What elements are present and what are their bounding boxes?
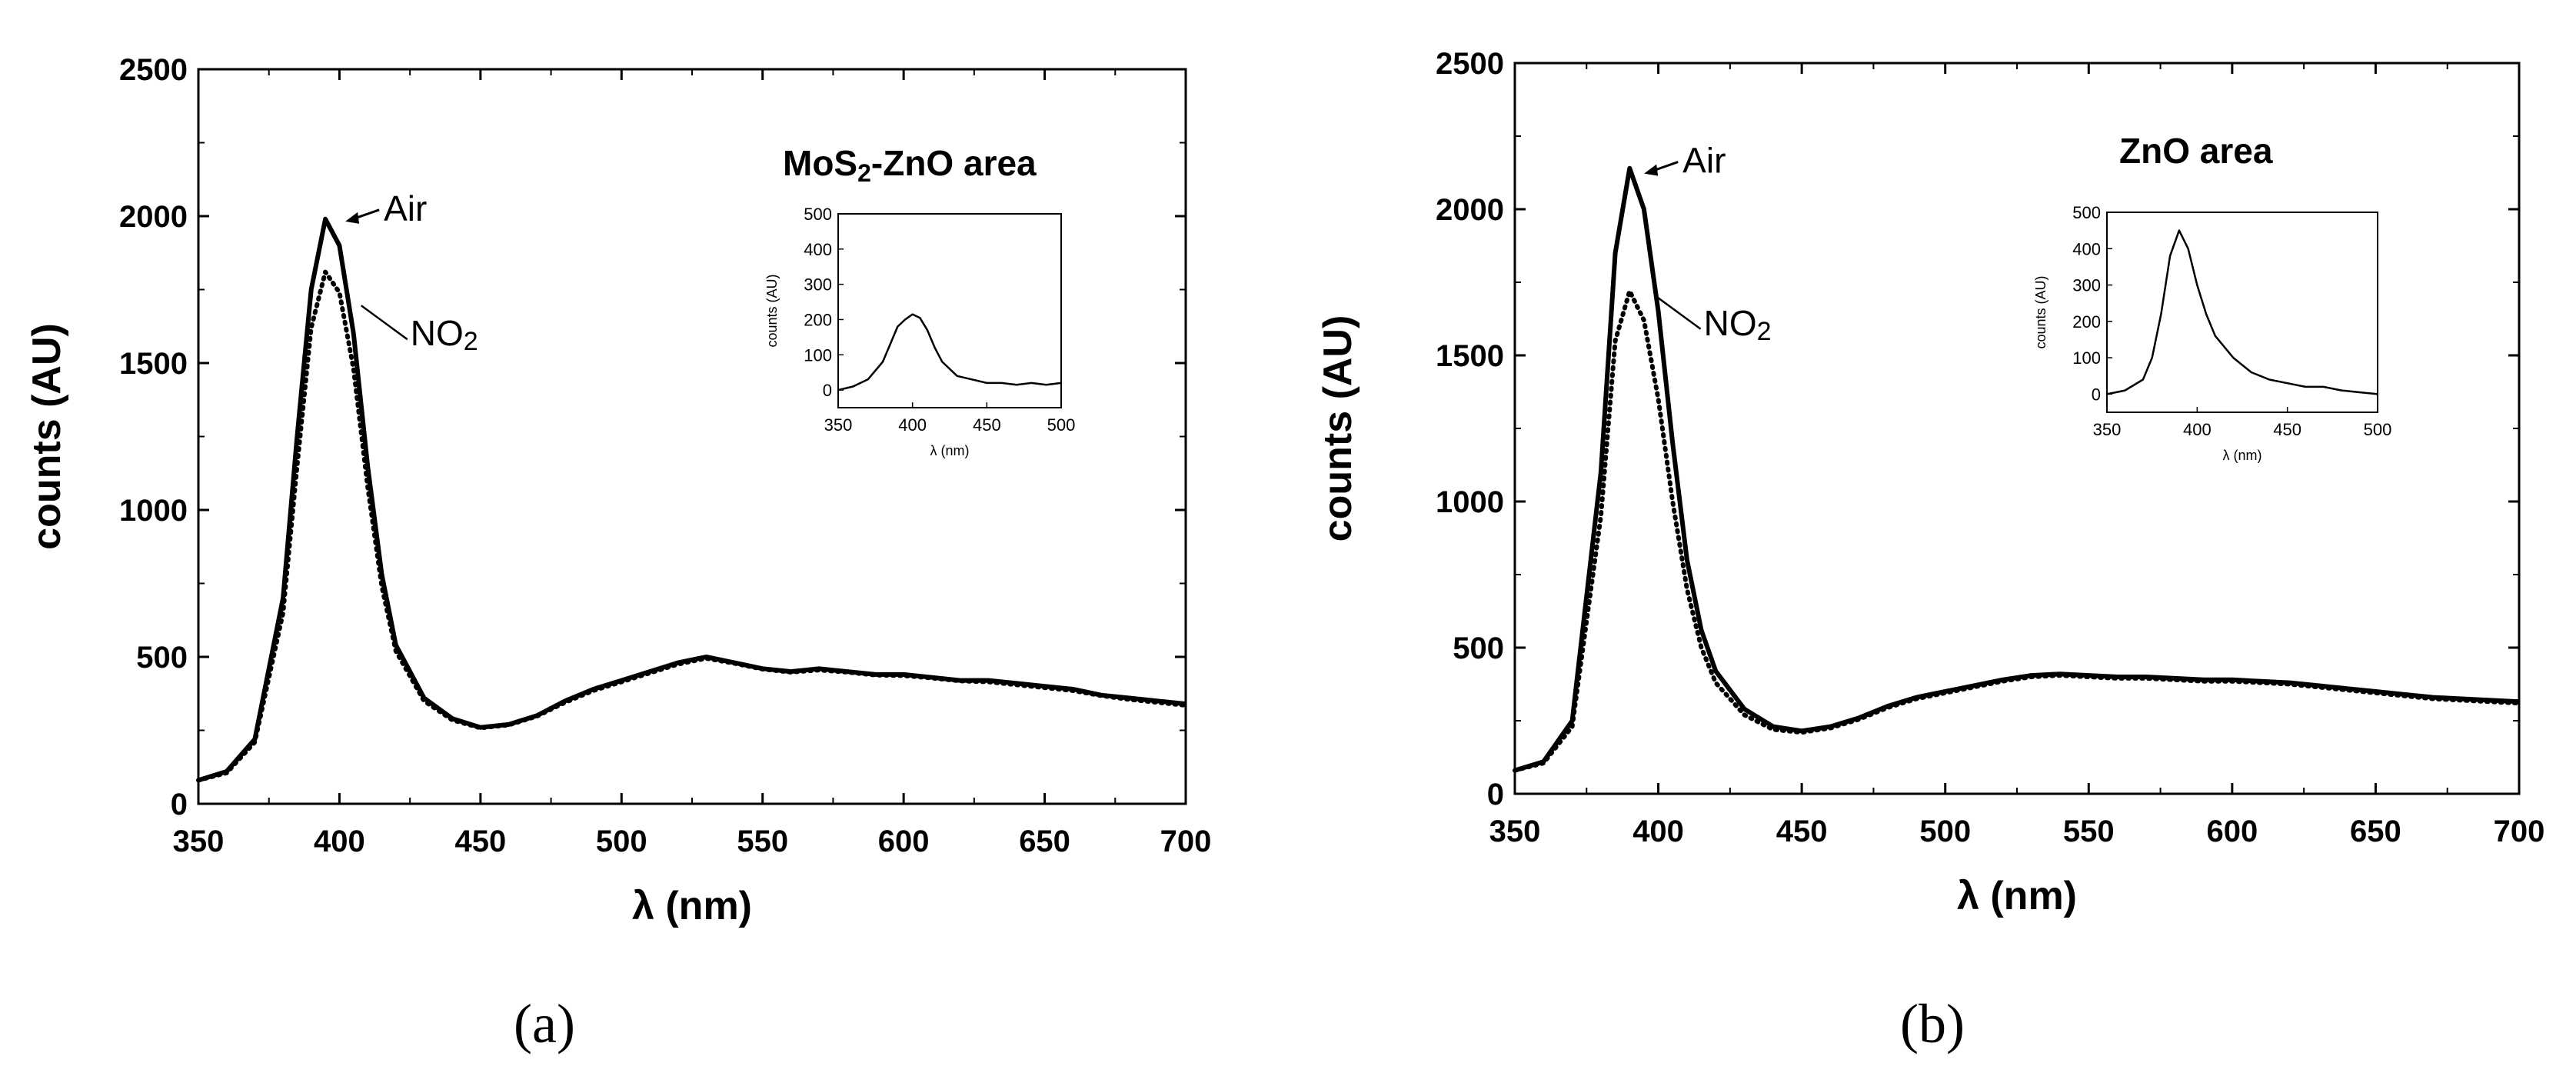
y-tick-label: 500 — [136, 641, 188, 675]
annotation-arrowhead — [1644, 164, 1659, 176]
y-tick-label: 2000 — [119, 200, 188, 234]
x-axis-title: λ (nm) — [1957, 874, 2077, 918]
inset-x-tick-label: 500 — [2364, 420, 2392, 439]
inset-y-tick-label: 200 — [2072, 312, 2101, 332]
annotation-pointer — [361, 305, 408, 341]
x-tick-label: 600 — [2206, 815, 2258, 848]
x-tick-label: 350 — [1489, 815, 1541, 848]
inset-frame — [2106, 212, 2378, 413]
x-tick-label: 450 — [454, 825, 506, 858]
series-no2 — [196, 269, 1188, 783]
y-axis-title: counts (AU) — [25, 323, 69, 550]
inset-y-tick-label: 100 — [2072, 348, 2101, 368]
plot-frame — [197, 68, 1187, 805]
x-tick-label: 650 — [2350, 815, 2401, 848]
inset-y-tick-label: 400 — [2072, 239, 2101, 258]
y-tick-label: 2500 — [119, 53, 188, 87]
y-tick-label: 0 — [171, 788, 188, 821]
inset-x-tick-label: 450 — [2273, 420, 2301, 439]
panel-title: MoS2-ZnO area — [783, 143, 1037, 187]
inset-y-tick-label: 0 — [2092, 385, 2101, 404]
x-tick-label: 500 — [1919, 815, 1971, 848]
inset-y-axis-title: counts (AU) — [764, 274, 780, 347]
annotation-air: Air — [1682, 141, 1726, 181]
inset: 350 400 450 500 0 100 200 300 400 500 λ (nm) counts… — [2033, 203, 2391, 463]
inset-frame — [837, 213, 1062, 408]
inset-series — [2106, 229, 2378, 395]
x-tick-label: 700 — [2494, 815, 2545, 848]
inset-x-axis-title: λ (nm) — [2223, 448, 2262, 463]
inset-x-tick-label: 400 — [2183, 420, 2212, 439]
x-tick-label: 550 — [2063, 815, 2115, 848]
x-tick-label: 400 — [314, 825, 365, 858]
y-tick-label: 2500 — [1436, 47, 1504, 81]
inset-y-tick-label: 300 — [2072, 276, 2101, 295]
y-tick-label: 1500 — [1436, 339, 1504, 373]
inset-y-tick-label: 500 — [2072, 203, 2101, 222]
y-tick-label: 500 — [1453, 631, 1504, 665]
inset-y-tick-label: 400 — [804, 240, 832, 259]
inset-x-tick-label: 350 — [2093, 420, 2122, 439]
x-tick-label: 450 — [1776, 815, 1828, 848]
inset-x-tick-label: 450 — [973, 415, 1001, 435]
x-tick-label: 600 — [878, 825, 930, 858]
panel-caption: (b) — [1900, 993, 1965, 1055]
panel-title: ZnO area — [2119, 131, 2273, 171]
inset-y-tick-label: 300 — [804, 275, 832, 295]
annotation-pointer — [1653, 294, 1702, 330]
panel-b: 350 400 450 500 550 600 650 7000500100015002000… — [1316, 47, 2544, 1055]
annotation-arrowhead — [345, 212, 360, 224]
inset-y-tick-label: 100 — [804, 345, 832, 365]
inset-y-tick-label: 0 — [823, 381, 832, 400]
y-tick-label: 0 — [1487, 778, 1504, 811]
inset-x-tick-label: 500 — [1047, 415, 1076, 435]
series-air — [1514, 165, 2520, 773]
inset-x-tick-label: 400 — [898, 415, 927, 435]
x-tick-label: 400 — [1632, 815, 1684, 848]
y-tick-label: 2000 — [1436, 193, 1504, 227]
y-tick-label: 1000 — [1436, 485, 1504, 519]
y-tick-label: 1000 — [119, 494, 188, 528]
inset-y-tick-label: 200 — [804, 310, 832, 329]
x-tick-label: 650 — [1019, 825, 1070, 858]
inset: 350 400 450 500 0 100 200 300 400 500 λ (nm) counts… — [764, 205, 1075, 458]
x-tick-label: 500 — [596, 825, 647, 858]
inset-x-axis-title: λ (nm) — [930, 443, 970, 458]
y-axis-title: counts (AU) — [1316, 315, 1360, 542]
x-tick-label: 550 — [737, 825, 788, 858]
x-axis-title: λ (nm) — [632, 884, 752, 928]
panel-a: 350 400 450 500 550 600 650 7000500100015002000… — [25, 53, 1211, 1055]
x-tick-label: 700 — [1160, 825, 1212, 858]
panel-caption: (a) — [514, 993, 575, 1055]
annotation-air: Air — [384, 188, 427, 228]
annotation-no2: NO2 — [411, 313, 478, 356]
series-no2 — [1513, 288, 2521, 773]
y-tick-label: 1500 — [119, 347, 188, 381]
annotation-no2: NO2 — [1704, 303, 1772, 346]
inset-y-tick-label: 500 — [804, 205, 832, 224]
inset-y-axis-title: counts (AU) — [2033, 275, 2048, 348]
inset-series — [837, 313, 1062, 392]
inset-x-tick-label: 350 — [824, 415, 853, 435]
x-tick-label: 350 — [173, 825, 225, 858]
